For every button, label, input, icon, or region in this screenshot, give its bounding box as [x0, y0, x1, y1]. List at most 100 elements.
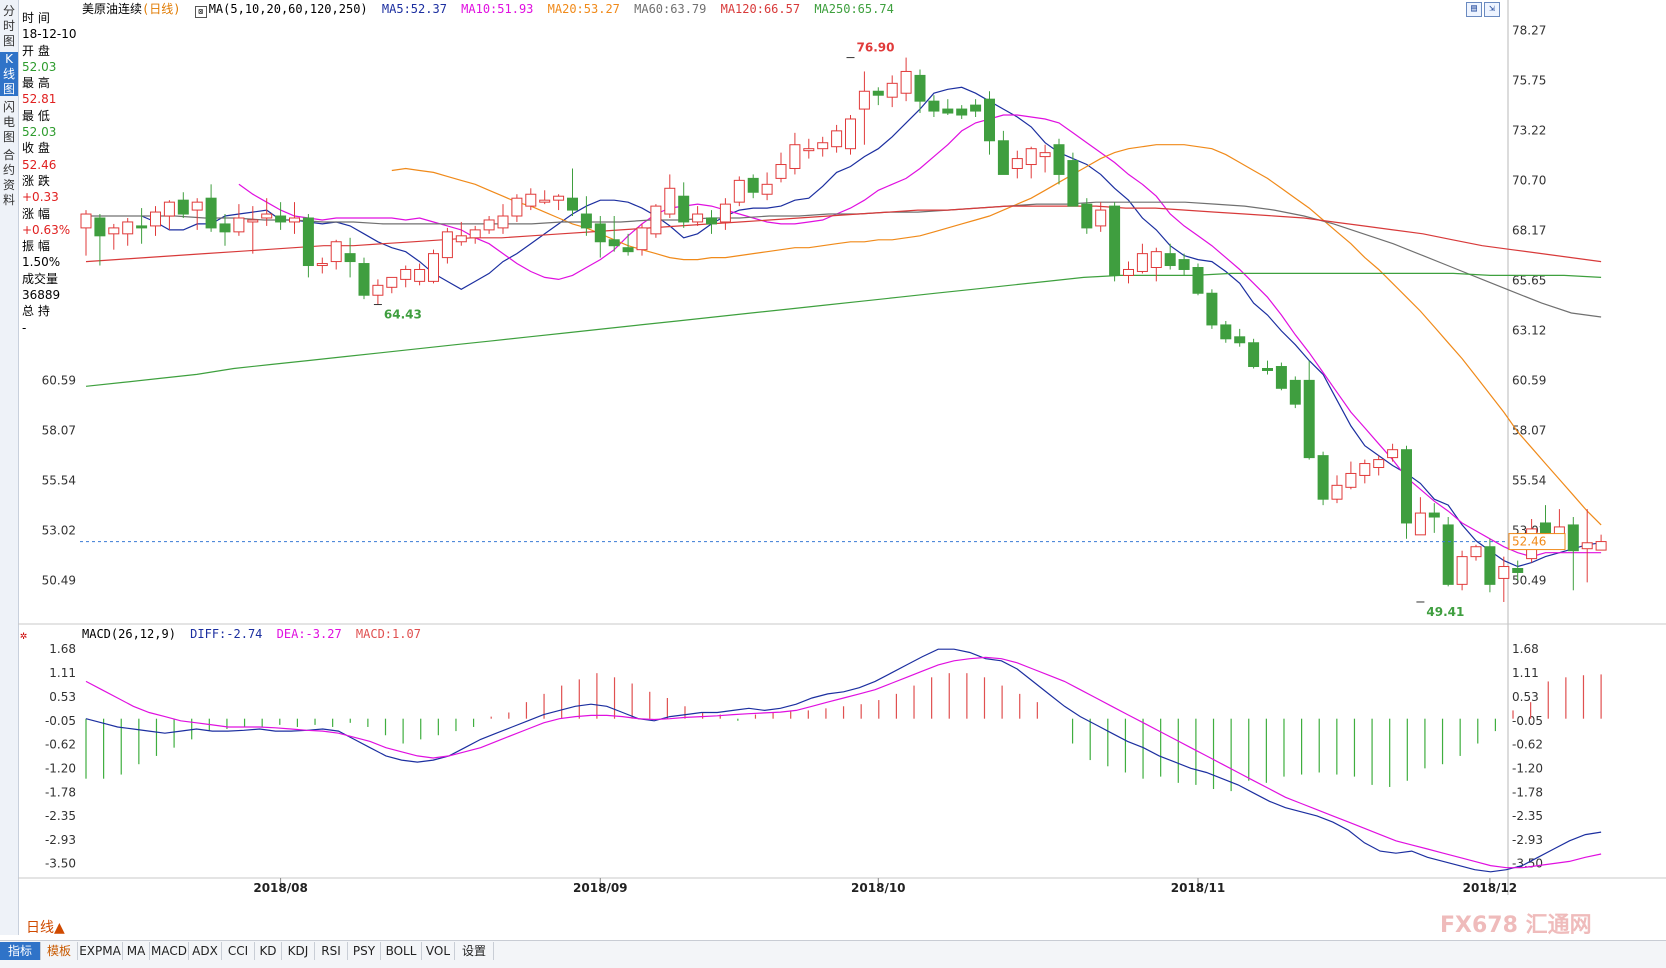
- candle-body: [1456, 556, 1468, 585]
- tab-rsi[interactable]: RSI: [315, 942, 348, 960]
- tab-kline[interactable]: K线图: [0, 52, 18, 96]
- candle-body: [428, 253, 439, 282]
- chart-period: (日线): [142, 2, 181, 16]
- tab-timeshare[interactable]: 分时图: [2, 4, 15, 48]
- ma-legend: 美原油连续(日线) ⊠ MA(5,10,20,60,120,250) MA5:52…: [82, 1, 901, 18]
- candle-body: [1428, 512, 1440, 518]
- candle-body: [1123, 268, 1134, 276]
- tab-flash-chart[interactable]: 闪电图: [2, 100, 15, 144]
- candle-body: [1248, 342, 1260, 368]
- tab-ma[interactable]: MA: [123, 942, 150, 960]
- tab-macd[interactable]: MACD: [150, 942, 189, 960]
- tab-template[interactable]: 模板: [41, 942, 78, 960]
- candle-body: [400, 268, 412, 280]
- candle-body: [636, 227, 648, 251]
- candle-body: [330, 241, 342, 263]
- candle-body: [511, 197, 523, 217]
- candle-body: [1567, 524, 1579, 552]
- candle-body: [275, 215, 287, 223]
- macd-tick-label-left: -0.62: [45, 737, 76, 751]
- candle-body: [94, 217, 106, 237]
- price-tick-label-left: 55.54: [42, 474, 76, 488]
- candle-body: [1178, 259, 1190, 270]
- settings-gear-icon[interactable]: ✲: [20, 628, 28, 642]
- info-change-label: 涨 跌: [22, 173, 50, 188]
- ma-params-icon[interactable]: ⊠: [194, 6, 207, 18]
- price-tick-label-right: 65.65: [1512, 273, 1546, 287]
- tab-boll[interactable]: BOLL: [381, 942, 422, 960]
- candle-body: [1414, 512, 1426, 536]
- tab-expma[interactable]: EXPMA: [78, 942, 123, 960]
- candle-body: [136, 225, 148, 229]
- maximize-icon[interactable]: ⇲: [1484, 2, 1500, 17]
- candle-body: [1095, 209, 1107, 227]
- macd-tick-label-right: -3.50: [1512, 857, 1543, 871]
- chart-canvas[interactable]: 78.27 75.75 73.22 70.70 68.17 65.65 63.12 60.59…: [0, 0, 1666, 940]
- candle-body: [1234, 336, 1246, 344]
- candle-body: [817, 142, 829, 150]
- watermark-logo: FX678 汇通网: [1440, 913, 1592, 938]
- candle-body: [1220, 324, 1232, 340]
- candle-body: [1442, 524, 1454, 585]
- candle-body: [984, 98, 995, 142]
- macd-params: MACD(26,12,9): [82, 627, 176, 641]
- macd-tick-label-left: -1.78: [45, 785, 76, 799]
- price-tick-label-right: 58.07: [1512, 423, 1546, 437]
- tab-indicator[interactable]: 指标: [0, 942, 41, 960]
- tab-settings[interactable]: 设置: [455, 942, 494, 960]
- price-tick-label-right: 70.70: [1512, 173, 1546, 187]
- macd-tick-label-left: -3.50: [45, 857, 76, 871]
- candle-body: [1484, 546, 1496, 585]
- tab-kd[interactable]: KD: [255, 942, 282, 960]
- candle-body: [928, 100, 940, 112]
- macd-tick-label-right: -2.93: [1512, 833, 1543, 847]
- tab-psy[interactable]: PSY: [348, 942, 381, 960]
- macd-tick-label-left: 0.53: [49, 690, 76, 704]
- candle-body: [997, 140, 1009, 175]
- series-diff-line: [85, 648, 1602, 873]
- time-axis-label: 2018/12: [1463, 881, 1517, 895]
- candle-body: [872, 90, 884, 96]
- macd-tick-label-left: -2.35: [45, 809, 76, 823]
- candle-body: [942, 108, 954, 114]
- tab-vol[interactable]: VOL: [422, 942, 455, 960]
- candle-body: [622, 247, 634, 253]
- price-tick-label-right: 60.59: [1512, 374, 1546, 388]
- candle-body: [344, 253, 356, 263]
- price-tick-label-right: 73.22: [1512, 123, 1546, 137]
- tab-contract-info[interactable]: 合约资料: [2, 148, 15, 207]
- ma-params: MA(5,10,20,60,120,250): [208, 2, 368, 16]
- candle-body: [414, 268, 426, 282]
- candle-body: [706, 217, 717, 225]
- dea-value: DEA:-3.27: [276, 627, 342, 641]
- candle-body: [358, 263, 370, 296]
- candle-body: [191, 201, 203, 211]
- candle-body: [692, 213, 704, 223]
- info-amplitude-label: 振 幅: [22, 239, 50, 254]
- candle-body: [733, 179, 745, 203]
- candle-body: [302, 217, 314, 267]
- info-time-value: 18-12-10: [22, 27, 77, 42]
- tab-adx[interactable]: ADX: [189, 942, 222, 960]
- quote-info-panel: 时 间 18-12-10 开 盘 52.03 最 高 52.81 最 低 52.…: [22, 10, 78, 336]
- price-tick-label-right: 50.49: [1512, 574, 1546, 588]
- period-selector-button[interactable]: 日线▲: [26, 920, 65, 936]
- candle-body: [316, 263, 328, 267]
- candle-body: [261, 213, 273, 219]
- candle-body: [205, 197, 217, 229]
- info-time-label: 时 间: [22, 11, 50, 25]
- candle-body: [1581, 542, 1593, 550]
- macd-tick-label-right: 0.53: [1512, 690, 1539, 704]
- macd-tick-label-right: 1.11: [1512, 666, 1539, 680]
- candle-body: [177, 199, 189, 215]
- ma10-value: MA10:51.93: [461, 2, 534, 16]
- candle-body: [1025, 148, 1037, 166]
- tab-kdj[interactable]: KDJ: [282, 942, 315, 960]
- extreme-price-label: 49.41: [1426, 605, 1464, 619]
- tab-cci[interactable]: CCI: [222, 942, 255, 960]
- restore-icon[interactable]: ▤: [1466, 2, 1482, 17]
- price-tick-label-right: 63.12: [1512, 323, 1546, 337]
- candle-body: [1206, 292, 1218, 326]
- candle-body: [719, 203, 731, 223]
- candle-body: [1303, 379, 1315, 459]
